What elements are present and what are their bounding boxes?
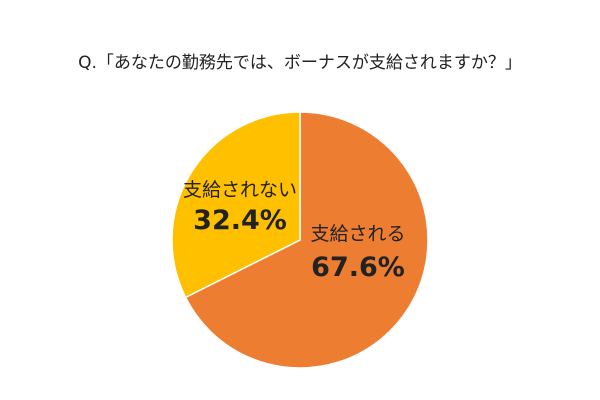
slice-label-not-supplied: 支給されない <box>183 179 297 201</box>
slice-value-supplied: 67.6% <box>311 252 405 283</box>
chart-title: Q.「あなたの勤務先では、ボーナスが支給されますか？」 <box>78 53 522 73</box>
slice-value-not-supplied: 32.4% <box>193 205 287 236</box>
pie-slice-supplied <box>184 111 429 369</box>
slice-label-supplied: 支給される <box>310 223 405 245</box>
pie-slice-not-supplied <box>171 111 301 299</box>
